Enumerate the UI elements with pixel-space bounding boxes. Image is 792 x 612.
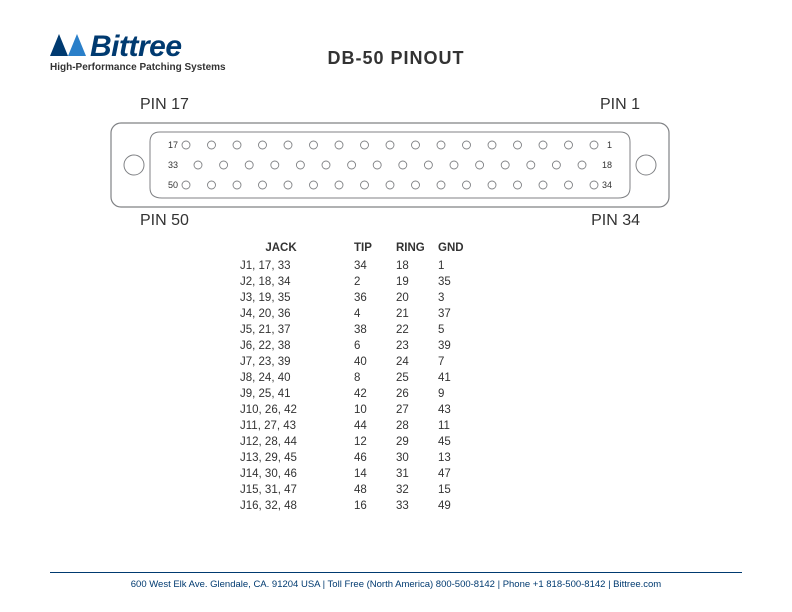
ring-cell: 21 [396,306,426,322]
jack-cell: J1, 17, 33 [240,258,330,274]
svg-text:17: 17 [168,140,178,150]
jack-cell: J6, 22, 38 [240,338,330,354]
tip-cell: 46 [354,450,384,466]
tip-cell: 10 [354,402,384,418]
jack-cell: J8, 24, 40 [240,370,330,386]
ring-cell: 23 [396,338,426,354]
gnd-cell: 13 [438,450,468,466]
gnd-cell: 47 [438,466,468,482]
svg-text:33: 33 [168,160,178,170]
jack-cell: J13, 29, 45 [240,450,330,466]
gnd-header: GND [438,240,468,256]
corner-label-pin1: PIN 1 [600,96,640,114]
ring-cell: 32 [396,482,426,498]
gnd-cell: 45 [438,434,468,450]
pinout-table: JACK J1, 17, 33J2, 18, 34J3, 19, 35J4, 2… [240,240,468,514]
gnd-cell: 43 [438,402,468,418]
jack-cell: J7, 23, 39 [240,354,330,370]
gnd-cell: 11 [438,418,468,434]
ring-cell: 28 [396,418,426,434]
jack-cell: J9, 25, 41 [240,386,330,402]
ring-header: RING [396,240,426,256]
corner-label-pin50: PIN 50 [140,212,189,230]
gnd-cell: 3 [438,290,468,306]
svg-text:34: 34 [602,180,612,190]
tip-cell: 8 [354,370,384,386]
tip-cell: 44 [354,418,384,434]
ring-cell: 33 [396,498,426,514]
connector-diagram: PIN 17 PIN 1 PIN 50 PIN 34 17 1 33 18 50… [110,100,670,213]
ring-cell: 31 [396,466,426,482]
footer-text: 600 West Elk Ave. Glendale, CA. 91204 US… [50,572,742,590]
gnd-cell: 49 [438,498,468,514]
gnd-cell: 41 [438,370,468,386]
jack-cell: J3, 19, 35 [240,290,330,306]
corner-label-pin34: PIN 34 [591,212,640,230]
jack-cell: J4, 20, 36 [240,306,330,322]
jack-cell: J14, 30, 46 [240,466,330,482]
tip-cell: 14 [354,466,384,482]
db50-connector-icon: 17 1 33 18 50 34 [110,122,670,208]
tip-cell: 16 [354,498,384,514]
gnd-cell: 39 [438,338,468,354]
ring-cell: 25 [396,370,426,386]
tip-cell: 40 [354,354,384,370]
jack-cell: J16, 32, 48 [240,498,330,514]
jack-cell: J5, 21, 37 [240,322,330,338]
jack-column: JACK J1, 17, 33J2, 18, 34J3, 19, 35J4, 2… [240,240,330,514]
tip-cell: 6 [354,338,384,354]
jack-cell: J15, 31, 47 [240,482,330,498]
tip-cell: 48 [354,482,384,498]
ring-cell: 19 [396,274,426,290]
tip-cell: 42 [354,386,384,402]
corner-label-pin17: PIN 17 [140,96,189,114]
ring-cell: 18 [396,258,426,274]
tip-cell: 34 [354,258,384,274]
svg-text:1: 1 [607,140,612,150]
ring-cell: 30 [396,450,426,466]
tip-cell: 12 [354,434,384,450]
trg-columns: TIP 3423643864084210441246144816 RING 18… [354,240,468,514]
gnd-cell: 1 [438,258,468,274]
gnd-cell: 5 [438,322,468,338]
jack-cell: J2, 18, 34 [240,274,330,290]
page-title: DB-50 PINOUT [0,48,792,69]
ring-cell: 20 [396,290,426,306]
tip-cell: 2 [354,274,384,290]
gnd-cell: 35 [438,274,468,290]
jack-cell: J11, 27, 43 [240,418,330,434]
jack-header: JACK [240,240,330,256]
tip-cell: 4 [354,306,384,322]
svg-text:18: 18 [602,160,612,170]
tip-cell: 38 [354,322,384,338]
ring-cell: 26 [396,386,426,402]
gnd-cell: 9 [438,386,468,402]
svg-text:50: 50 [168,180,178,190]
jack-cell: J10, 26, 42 [240,402,330,418]
gnd-cell: 37 [438,306,468,322]
jack-cell: J12, 28, 44 [240,434,330,450]
gnd-cell: 15 [438,482,468,498]
tip-cell: 36 [354,290,384,306]
tip-header: TIP [354,240,384,256]
ring-cell: 24 [396,354,426,370]
ring-cell: 27 [396,402,426,418]
ring-cell: 22 [396,322,426,338]
ring-cell: 29 [396,434,426,450]
gnd-cell: 7 [438,354,468,370]
